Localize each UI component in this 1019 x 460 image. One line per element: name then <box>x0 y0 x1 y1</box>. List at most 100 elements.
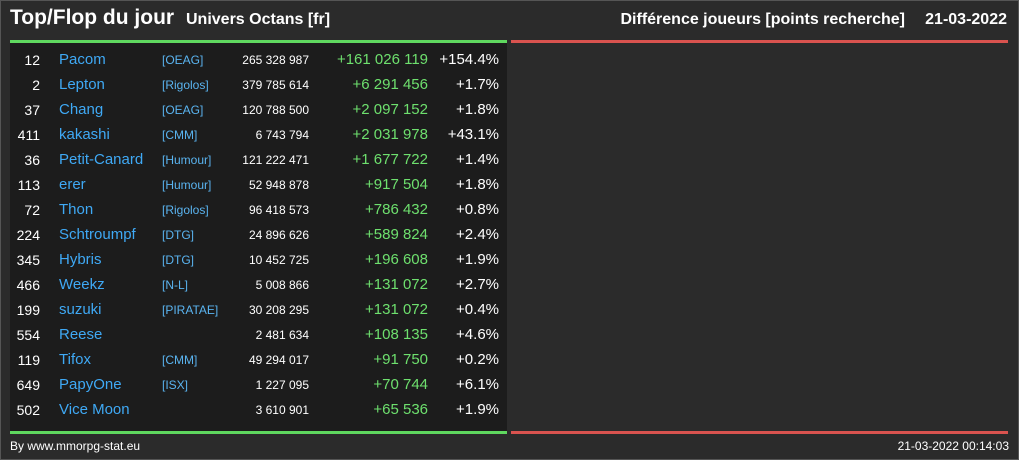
points-difference: +91 750 <box>373 351 428 368</box>
player-alliance-link[interactable]: [Humour] <box>162 153 212 167</box>
player-name-link[interactable]: PapyOne <box>59 376 122 393</box>
top-panel <box>10 40 507 433</box>
player-name-link[interactable]: Thon <box>59 201 94 218</box>
player-alliance-link[interactable]: [ISX] <box>162 378 189 392</box>
table-row: 37 Chang [OEAG] 120 788 500 +2 097 152 +1.8% <box>10 97 507 122</box>
player-rank: 649 <box>16 377 40 393</box>
points-difference: +917 504 <box>365 176 428 193</box>
player-alliance-link[interactable]: [DTG] <box>162 253 194 267</box>
table-row: 113 erer [Humour] 52 948 878 +917 504 +1.8% <box>10 172 507 197</box>
percent-change: +43.1% <box>447 126 499 143</box>
table-row: 36 Petit-Canard [Humour] 121 222 471 +1 677 … <box>10 147 507 172</box>
player-name-link[interactable]: Reese <box>59 326 103 343</box>
player-name-link[interactable]: Schtroumpf <box>59 226 136 243</box>
player-name-link[interactable]: Lepton <box>59 76 105 93</box>
percent-change: +4.6% <box>456 326 499 343</box>
player-alliance-link[interactable]: [Rigolos] <box>162 78 209 92</box>
player-points: 265 328 987 <box>242 53 309 67</box>
player-name-link[interactable]: suzuki <box>59 301 102 318</box>
points-difference: +2 097 152 <box>352 101 429 118</box>
player-name-link[interactable]: Hybris <box>59 251 102 268</box>
points-difference: +589 824 <box>365 226 428 243</box>
player-points: 30 208 295 <box>248 303 309 317</box>
player-rank: 502 <box>16 402 40 418</box>
player-name-link[interactable]: Weekz <box>59 276 105 293</box>
table-row: 2 Lepton [Rigolos] 379 785 614 +6 291 456 +1.… <box>10 72 507 97</box>
points-difference: +196 608 <box>365 251 428 268</box>
table-row: 12 Pacom [OEAG] 265 328 987 +161 026 119 +154… <box>10 47 507 72</box>
player-points: 96 418 573 <box>248 203 309 217</box>
player-alliance-link[interactable]: [Rigolos] <box>162 203 209 217</box>
points-difference: +2 031 978 <box>352 126 429 143</box>
player-alliance-link[interactable]: [OEAG] <box>162 103 204 117</box>
points-difference: +161 026 119 <box>336 51 428 68</box>
percent-change: +2.7% <box>456 276 499 293</box>
player-rank: 199 <box>16 302 40 318</box>
player-rank: 36 <box>24 152 40 168</box>
points-difference: +1 677 722 <box>352 151 429 168</box>
player-name-link[interactable]: Chang <box>59 101 104 118</box>
player-rank: 37 <box>24 102 40 118</box>
player-name-link[interactable]: erer <box>59 176 86 193</box>
player-alliance-link[interactable]: [N-L] <box>162 278 189 292</box>
player-points: 10 452 725 <box>248 253 309 267</box>
table-row: 502 Vice Moon 3 610 901 +65 536 +1.9% <box>10 397 507 422</box>
player-points: 2 481 634 <box>255 328 309 342</box>
table-row: 224 Schtroumpf [DTG] 24 896 626 +589 824 +2.4… <box>10 222 507 247</box>
player-alliance-link[interactable]: [DTG] <box>162 228 194 242</box>
player-name-link[interactable]: Vice Moon <box>59 401 130 418</box>
points-difference: +65 536 <box>373 401 428 418</box>
table-row: 649 PapyOne [ISX] 1 227 095 +70 744 +6.1% <box>10 372 507 397</box>
header-date: 21-03-2022 <box>925 11 1007 28</box>
player-name-link[interactable]: Pacom <box>59 51 106 68</box>
percent-change: +1.9% <box>456 401 499 418</box>
percent-change: +1.4% <box>456 151 499 168</box>
points-difference: +70 744 <box>373 376 428 393</box>
percent-change: +6.1% <box>456 376 499 393</box>
player-points: 379 785 614 <box>242 78 309 92</box>
percent-change: +154.4% <box>439 51 499 68</box>
player-alliance-link[interactable]: [CMM] <box>162 128 198 142</box>
percent-change: +1.7% <box>456 76 499 93</box>
player-points: 120 788 500 <box>242 103 309 117</box>
player-alliance-link[interactable]: [OEAG] <box>162 53 204 67</box>
player-alliance-link[interactable]: [PIRATAE] <box>162 303 219 317</box>
points-difference: +131 072 <box>365 276 428 293</box>
flop-panel-bottom-border <box>511 431 1008 434</box>
page-title: Top/Flop du jour <box>10 6 175 29</box>
player-points: 24 896 626 <box>248 228 309 242</box>
player-alliance-link[interactable]: [CMM] <box>162 353 198 367</box>
player-name-link[interactable]: Tifox <box>59 351 91 368</box>
player-rank: 12 <box>24 52 40 68</box>
player-rank: 2 <box>32 77 40 93</box>
flop-panel-top-border <box>511 40 1008 43</box>
player-points: 6 743 794 <box>255 128 309 142</box>
table-row: 119 Tifox [CMM] 49 294 017 +91 750 +0.2% <box>10 347 507 372</box>
percent-change: +0.8% <box>456 201 499 218</box>
footer-timestamp: 21-03-2022 00:14:03 <box>897 439 1009 453</box>
points-difference: +6 291 456 <box>352 76 429 93</box>
player-rank: 224 <box>16 227 40 243</box>
player-points: 52 948 878 <box>248 178 309 192</box>
player-points: 49 294 017 <box>248 353 309 367</box>
player-name-link[interactable]: Petit-Canard <box>59 151 144 168</box>
player-alliance-link[interactable]: [Humour] <box>162 178 212 192</box>
percent-change: +1.8% <box>456 101 499 118</box>
points-difference: +108 135 <box>365 326 428 343</box>
table-row: 554 Reese 2 481 634 +108 135 +4.6% <box>10 322 507 347</box>
points-difference: +131 072 <box>365 301 428 318</box>
points-difference: +786 432 <box>365 201 428 218</box>
percent-change: +0.4% <box>456 301 499 318</box>
player-rank: 72 <box>24 202 40 218</box>
player-rank: 345 <box>16 252 40 268</box>
player-name-link[interactable]: kakashi <box>59 126 110 143</box>
player-rank: 466 <box>16 277 40 293</box>
table-row: 466 Weekz [N-L] 5 008 866 +131 072 +2.7% <box>10 272 507 297</box>
player-rank: 411 <box>17 127 40 143</box>
player-points: 121 222 471 <box>242 153 309 167</box>
player-points: 5 008 866 <box>255 278 309 292</box>
table-row: 345 Hybris [DTG] 10 452 725 +196 608 +1.9% <box>10 247 507 272</box>
player-rank: 554 <box>16 327 40 343</box>
top-panel-bottom-border <box>10 431 507 434</box>
player-rank: 119 <box>17 352 40 368</box>
